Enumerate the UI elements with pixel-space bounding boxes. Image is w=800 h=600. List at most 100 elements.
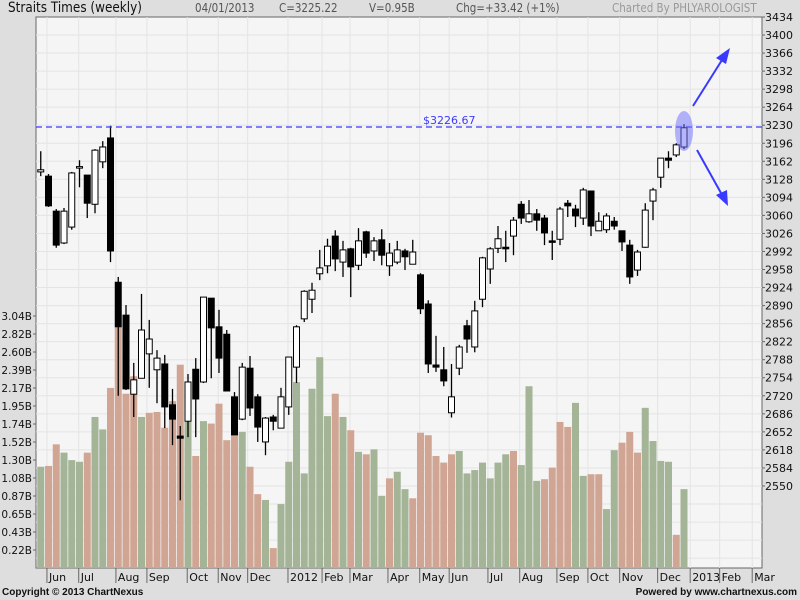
volume-bar: [432, 455, 440, 568]
volume-bar: [37, 466, 45, 568]
candle: [424, 300, 432, 373]
candle-body: [207, 297, 215, 329]
candle: [339, 240, 347, 277]
candle: [665, 151, 672, 169]
volume-bar: [91, 416, 99, 568]
price-tick-label: 2686: [765, 408, 793, 421]
candle-body: [564, 202, 572, 207]
candle: [672, 143, 680, 158]
volume-bar: [130, 376, 138, 568]
volume-bar: [517, 465, 525, 568]
price-tick-label: 3060: [765, 209, 793, 222]
price-tick-label: 3196: [765, 137, 793, 150]
candle-body: [231, 396, 238, 436]
volume-bar: [572, 402, 579, 568]
volume-bar: [161, 427, 169, 568]
candle: [556, 206, 564, 246]
volume-bar: [308, 388, 316, 568]
candle: [184, 374, 192, 438]
price-tick-label: 2890: [765, 300, 793, 313]
candle-body: [91, 149, 99, 205]
volume-tick-label: 0.22B: [1, 545, 32, 557]
price-tick-label: 2618: [765, 444, 793, 457]
date-tick-label: Sep: [559, 571, 580, 584]
candle: [60, 207, 68, 245]
candle: [246, 355, 254, 416]
volume-bar: [626, 431, 634, 568]
price-tick-label: 2856: [765, 318, 793, 331]
candle: [572, 204, 579, 228]
candle-body: [176, 435, 184, 439]
volume-bar: [579, 475, 587, 568]
volume-bar: [665, 461, 672, 568]
volume-bar: [463, 473, 471, 568]
candle-body: [246, 367, 254, 409]
volume-bar: [153, 411, 161, 568]
volume-bar: [52, 444, 60, 568]
candle: [130, 362, 138, 417]
volume-bar: [355, 451, 362, 568]
volume-bar: [68, 460, 76, 568]
volume-bar: [138, 416, 145, 568]
date-tick-label: 2012: [290, 571, 318, 584]
powered-by-link[interactable]: Powered by www.chartnexus.com: [635, 587, 797, 598]
candle: [479, 256, 486, 308]
candle-body: [502, 246, 510, 250]
candle: [52, 209, 60, 248]
candle-body: [122, 314, 130, 390]
volume-bar: [231, 436, 238, 568]
date-tick-label: Mar: [352, 571, 373, 584]
volume-bar: [649, 441, 657, 568]
candle-body: [463, 325, 471, 340]
price-tick-label: 2754: [765, 372, 793, 385]
date-tick-label: Aug: [522, 571, 543, 584]
candle: [215, 309, 223, 373]
copyright-text: Copyright © 2013 ChartNexus: [2, 587, 144, 598]
candle-body: [471, 310, 479, 348]
candle: [122, 305, 130, 390]
candle-body: [548, 240, 556, 243]
candle-body: [541, 217, 548, 234]
volume-tick-label: 1.52B: [1, 437, 32, 449]
candle-body: [293, 326, 300, 368]
volume-tick-label: 2.82B: [1, 329, 32, 341]
candle-body: [114, 281, 122, 328]
price-tick-label: 2822: [765, 336, 793, 349]
price-axis: 3434 3400 3366 3332 3298 3264 3230 3196 3162 3128…: [762, 11, 793, 493]
volume-axis: 3.04B 2.82B 2.60B 2.39B 2.17B 1.95B 1.74B 1.52B…: [1, 311, 36, 557]
highlight-ellipse: [675, 111, 693, 151]
candle-body: [401, 250, 409, 258]
candle: [548, 230, 556, 260]
price-tick-label: 3128: [765, 173, 793, 186]
price-tick-label: 3094: [765, 191, 793, 204]
volume-bar: [145, 412, 153, 568]
date-tick-label: Feb: [722, 571, 741, 584]
candle-body: [657, 157, 665, 178]
volume-bar: [448, 454, 455, 568]
volume-bar: [83, 452, 91, 568]
candle-body: [479, 257, 486, 300]
candle: [657, 157, 665, 188]
candle: [37, 151, 45, 177]
price-tick-label: 3298: [765, 83, 793, 96]
candle: [641, 203, 649, 248]
candle: [300, 290, 308, 323]
candle: [262, 417, 269, 456]
candle-body: [618, 230, 626, 243]
candle: [440, 346, 448, 387]
candle: [525, 200, 533, 223]
volume-bar: [107, 387, 114, 568]
price-tick-label: 3162: [765, 155, 793, 168]
candle: [153, 350, 161, 404]
candle-body: [145, 338, 153, 355]
candle: [517, 201, 525, 224]
volume-bar: [440, 462, 448, 568]
volume-tick-label: 2.17B: [1, 383, 32, 395]
volume-bar: [634, 452, 641, 568]
volume-bar: [370, 449, 378, 568]
volume-tick-label: 1.08B: [1, 473, 32, 485]
candle: [293, 325, 300, 384]
price-tick-label: 2584: [765, 462, 793, 475]
volume-bar: [455, 450, 463, 568]
